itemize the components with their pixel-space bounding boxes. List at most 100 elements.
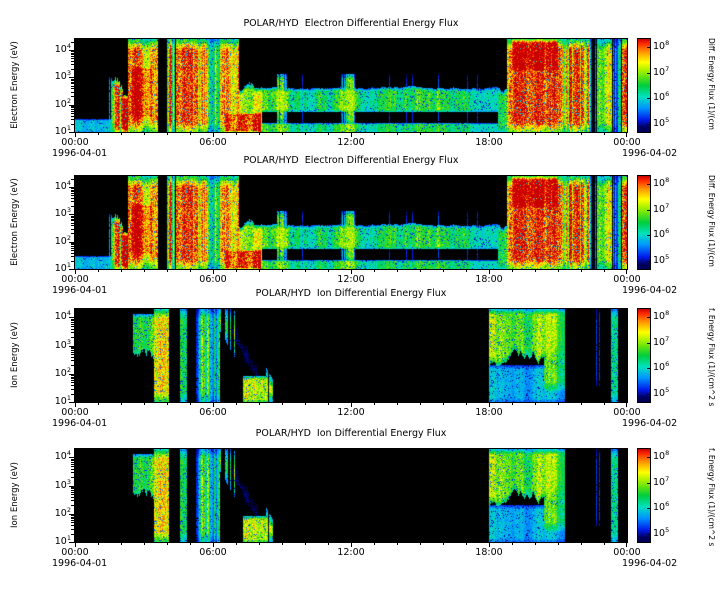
x-minor-tick-mark (98, 133, 99, 135)
colorbar (637, 448, 651, 543)
y-minor-tick-mark (71, 218, 74, 220)
y-minor-tick-mark (71, 105, 74, 107)
colorbar-unit-label: Diff. Energy Flux (1)/(cm (707, 38, 716, 130)
y-minor-tick-mark (71, 260, 74, 262)
colorbar (637, 38, 651, 133)
x-minor-tick-mark (512, 270, 513, 272)
x-tick-label: 00:00 (61, 137, 89, 148)
y-minor-tick-mark (71, 88, 74, 90)
x-tick-mark (489, 133, 490, 137)
x-tick-label: 12:00 (337, 137, 365, 148)
y-minor-tick-mark (71, 348, 74, 350)
spectrogram-plot-area (74, 38, 628, 133)
x-minor-tick-mark (144, 270, 145, 272)
y-minor-tick-mark (71, 354, 74, 356)
y-minor-tick-mark (71, 488, 74, 490)
x-minor-tick-mark (420, 270, 421, 272)
y-minor-tick-mark (71, 83, 74, 85)
y-minor-tick-mark (71, 91, 74, 93)
x-minor-tick-mark (305, 133, 306, 135)
x-minor-tick-mark (512, 133, 513, 135)
x-minor-tick-mark (581, 270, 582, 272)
y-tick-label: 103 (54, 337, 71, 351)
y-minor-tick-mark (71, 69, 74, 71)
x-tick-label: 00:00 (613, 274, 641, 285)
x-tick-mark (213, 403, 214, 407)
date-label-end: 1996-04-02 (622, 418, 678, 429)
x-minor-tick-mark (282, 133, 283, 135)
x-tick-mark (489, 543, 490, 547)
colorbar-tick-label: 106 (653, 227, 670, 241)
x-minor-tick-mark (190, 133, 191, 135)
y-minor-tick-mark (71, 245, 74, 247)
x-tick-label: 12:00 (337, 274, 365, 285)
x-minor-tick-mark (305, 270, 306, 272)
y-tick-label: 102 (54, 505, 71, 519)
y-minor-tick-mark (71, 516, 74, 518)
y-tick-label: 104 (54, 178, 71, 192)
x-minor-tick-mark (259, 133, 260, 135)
y-minor-tick-mark (71, 321, 74, 323)
y-minor-tick-mark (71, 500, 74, 502)
y-minor-tick-mark (71, 380, 74, 382)
x-minor-tick-mark (604, 543, 605, 545)
x-minor-tick-mark (512, 403, 513, 405)
x-minor-tick-mark (420, 133, 421, 135)
y-minor-tick-mark (71, 195, 74, 197)
colorbar-tick-mark (647, 534, 650, 536)
spectrogram-plot-area (74, 448, 628, 543)
y-minor-tick-mark (71, 382, 74, 384)
y-minor-tick-mark (71, 468, 74, 470)
x-minor-tick-mark (558, 403, 559, 405)
spectrogram-panel-electron-2: POLAR/HYD Electron Differential Energy F… (0, 153, 722, 296)
x-minor-tick-mark (190, 403, 191, 405)
y-minor-tick-mark (71, 215, 74, 217)
y-minor-tick-mark (71, 58, 74, 60)
y-tick-label: 101 (54, 393, 71, 407)
y-tick-mark (69, 77, 74, 79)
x-minor-tick-mark (98, 403, 99, 405)
colorbar-tick-mark (647, 482, 650, 484)
y-minor-tick-mark (71, 188, 74, 190)
y-minor-tick-mark (71, 375, 74, 377)
y-minor-tick-mark (71, 85, 74, 87)
x-minor-tick-mark (167, 403, 168, 405)
x-tick-label: 00:00 (61, 407, 89, 418)
x-minor-tick-mark (535, 543, 536, 545)
y-minor-tick-mark (71, 378, 74, 380)
y-tick-mark (69, 402, 74, 403)
colorbar-tick-mark (647, 46, 650, 48)
colorbar-tick-label: 107 (653, 474, 670, 488)
x-minor-tick-mark (558, 543, 559, 545)
x-tick-mark (75, 270, 76, 274)
colorbar-tick-label: 106 (653, 500, 670, 514)
x-minor-tick-mark (236, 270, 237, 272)
colorbar-tick-mark (647, 124, 650, 126)
y-minor-tick-mark (71, 51, 74, 53)
colorbar-tick-mark (647, 98, 650, 100)
y-tick-label: 102 (54, 96, 71, 110)
y-minor-tick-mark (71, 249, 74, 251)
y-minor-tick-mark (71, 528, 74, 530)
x-minor-tick-mark (374, 133, 375, 135)
y-minor-tick-mark (71, 337, 74, 339)
y-tick-mark (69, 132, 74, 133)
y-minor-tick-mark (71, 325, 74, 327)
y-minor-tick-mark (71, 486, 74, 488)
y-minor-tick-mark (71, 393, 74, 395)
x-minor-tick-mark (167, 543, 168, 545)
x-minor-tick-mark (374, 403, 375, 405)
y-tick-label: 102 (54, 365, 71, 379)
y-tick-label: 101 (54, 533, 71, 547)
x-minor-tick-mark (535, 270, 536, 272)
colorbar-tick-label: 107 (653, 334, 670, 348)
y-minor-tick-mark (71, 54, 74, 56)
y-minor-tick-mark (71, 525, 74, 527)
colorbar (637, 308, 651, 403)
y-minor-tick-mark (71, 458, 74, 460)
y-minor-tick-mark (71, 222, 74, 224)
colorbar-tick-label: 107 (653, 64, 670, 78)
x-minor-tick-mark (121, 543, 122, 545)
x-minor-tick-mark (282, 543, 283, 545)
y-tick-mark (69, 542, 74, 543)
